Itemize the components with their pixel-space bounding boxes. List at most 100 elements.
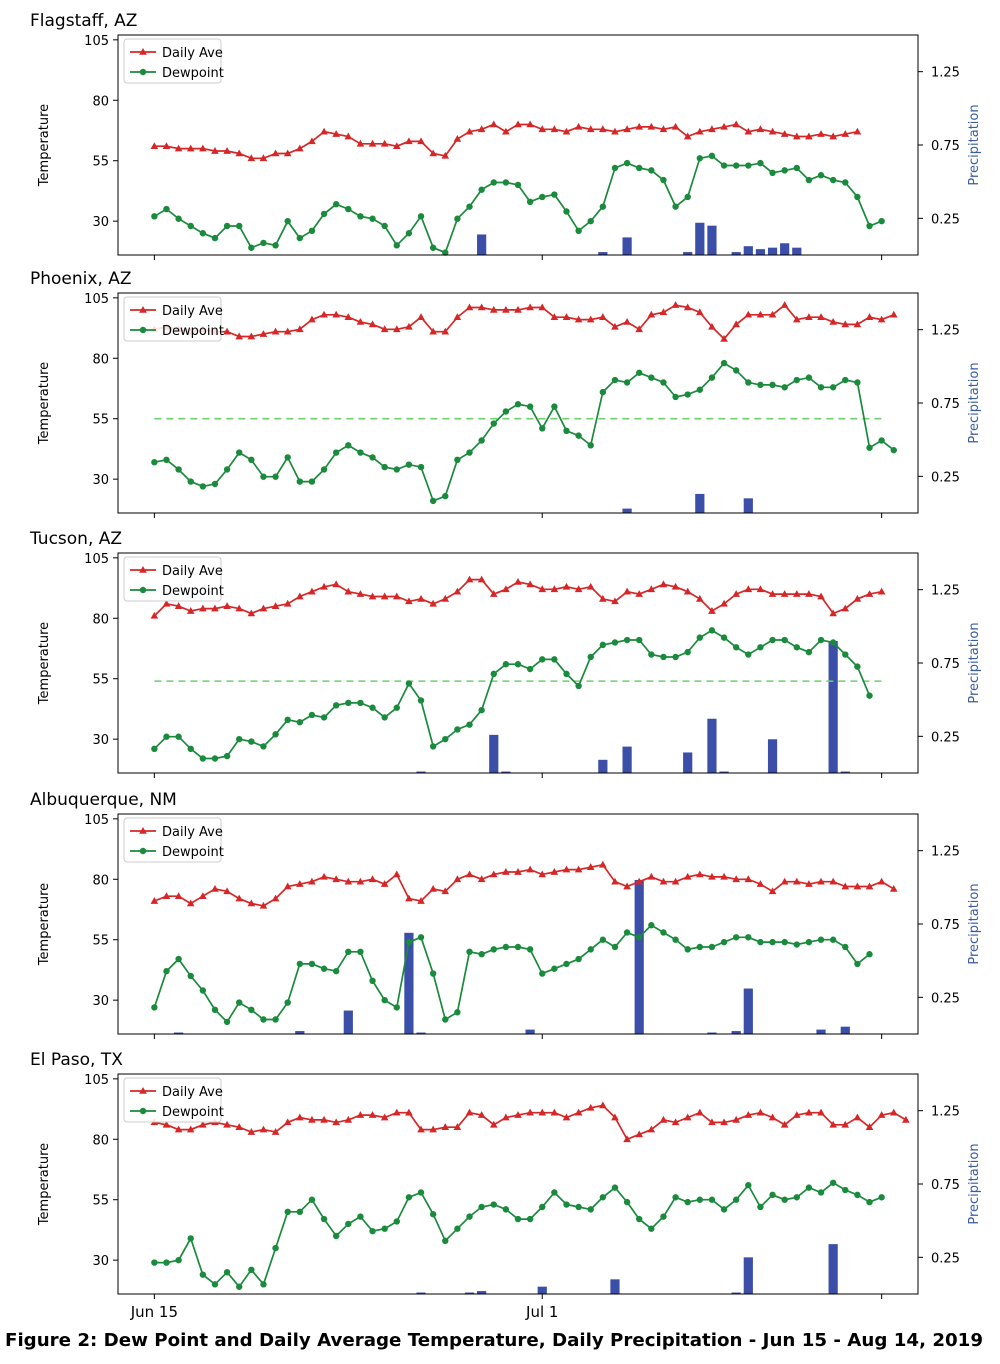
y-axis-label: Temperature [37,1143,52,1226]
dewpoint-point [308,960,316,968]
dewpoint-point [817,384,825,391]
dewpoint-point [381,996,388,1004]
dewpoint-point [672,393,679,401]
legend-marker [139,847,147,855]
dewpoint-point [611,164,619,172]
precip-bar [489,734,499,773]
daily-ave-point [768,310,777,318]
daily-ave-point [756,585,765,593]
daily-ave-point [696,1108,704,1116]
dewpoint-point [636,934,643,941]
dewpoint-point [478,706,485,714]
dewpoint-point [490,670,497,678]
daily-ave-point [465,870,474,878]
dewpoint-point [163,733,170,740]
precip-bar [731,1031,741,1034]
daily-ave-point [344,1115,353,1123]
dewpoint-point [526,665,534,673]
dewpoint-point [320,1215,328,1223]
y-tick-label: 80 [92,94,109,109]
precip-bar [755,249,766,255]
daily-ave-point [877,1111,886,1118]
legend-label: Daily Ave [162,825,223,840]
dewpoint-point [211,1006,219,1014]
daily-ave-point [259,604,268,612]
precip-bar [767,739,778,773]
daily-ave-point [817,313,825,320]
daily-ave-point [283,882,292,890]
dewpoint-point [502,943,510,951]
dewpoint-point [563,1201,570,1208]
daily-ave-point [332,1118,340,1126]
dewpoint-point [236,735,243,743]
daily-ave-point [405,1108,413,1116]
daily-ave-point [271,1128,280,1135]
precip-bar [477,234,487,255]
dewpoint-point [587,946,594,953]
dewpoint-point [551,403,558,410]
daily-ave-point [768,590,777,597]
dewpoint-point [369,1227,376,1235]
dewpoint-point [732,644,740,651]
dewpoint-point [829,384,837,391]
daily-ave-point [647,585,656,593]
chart-panel: Flagstaff, AZ 30 55 80 105 0.25 0.75 1.25 Temper… [30,11,982,260]
daily-ave-point [708,322,716,330]
precip-bar [464,1292,475,1294]
daily-ave-point [429,599,437,607]
dewpoint-point [551,656,558,663]
daily-ave-point [296,325,304,333]
y-tick-label: 105 [84,1073,109,1088]
legend: Daily Ave Dewpoint [123,1077,224,1123]
dewpoint-point [805,374,813,381]
precip-bar [707,718,717,773]
dewpoint-point [623,636,631,644]
daily-ave-point [599,860,607,868]
precip-bar [343,1010,353,1034]
dewpoint-point [539,970,546,977]
daily-ave-point [720,1118,728,1126]
precip-bar [537,1286,547,1294]
y2-tick-label: 0.25 [931,1251,960,1266]
dewpoint-point [369,215,376,222]
daily-ave-point [586,582,595,590]
precip-bar [501,771,511,773]
dewpoint-point [660,653,667,661]
daily-ave-point [720,334,728,342]
legend-label: Dewpoint [162,584,224,599]
daily-ave-point [211,604,219,612]
daily-ave-point [380,1113,389,1121]
daily-ave-point [538,585,547,593]
daily-ave-point [623,882,631,890]
daily-ave-point [538,1108,547,1116]
dewpoint-point [345,699,352,707]
y2-tick-label: 0.75 [931,1178,960,1193]
daily-ave-point [320,1115,328,1123]
daily-ave-point [477,875,486,883]
daily-ave-point [599,313,607,320]
daily-ave-point [429,149,437,157]
dewpoint-point [672,936,679,943]
daily-ave-point [599,1101,607,1109]
dewpoint-point [332,201,340,208]
daily-ave-point [356,139,365,147]
daily-ave-point [550,868,559,875]
dewpoint-point [405,461,413,468]
daily-ave-point [611,597,619,605]
dewpoint-point [490,179,497,186]
dewpoint-point [575,227,582,235]
daily-ave-point [853,1113,862,1121]
dewpoint-point [163,456,170,464]
dewpoint-point [514,401,522,408]
y2-tick-label: 0.75 [931,139,960,154]
daily-ave-point [368,139,377,147]
dewpoint-point [708,374,716,381]
daily-ave-point [817,130,825,137]
precip-bar [719,771,729,773]
precip-bar [743,498,753,513]
daily-ave-point [223,602,231,609]
legend-marker [139,306,147,313]
y-tick-label: 105 [84,813,109,828]
dewpoint-point [211,755,219,762]
